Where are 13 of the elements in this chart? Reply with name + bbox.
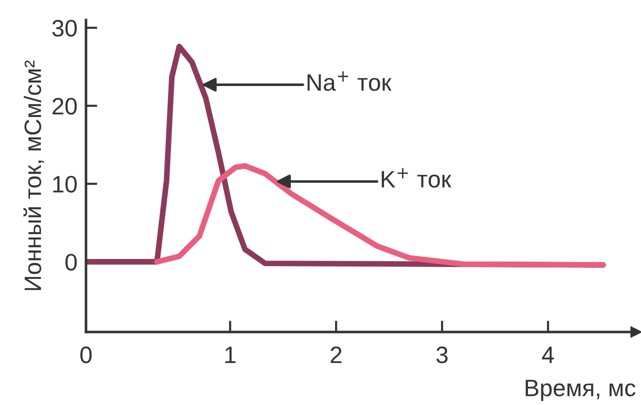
annotation: K$^{+}$ ток	[382, 168, 452, 188]
y-tick-label: 0	[65, 254, 77, 271]
x-tick-label: 3	[436, 346, 448, 364]
y-tick-label: 30	[52, 20, 77, 37]
y-axis-title: Ионный ток, мСм/см²	[23, 60, 44, 290]
y-tick-label: 20	[52, 98, 77, 115]
x-tick-label: 2	[330, 346, 342, 363]
x-tick-label: 1	[225, 346, 236, 363]
y-tick-label: 10	[53, 176, 77, 193]
x-axis-title: Время, мс	[526, 380, 636, 402]
annotation: Na$^{+}$ ток	[308, 71, 392, 91]
x-tick-label: 0	[80, 346, 92, 364]
x-tick-label: 4	[542, 346, 554, 363]
